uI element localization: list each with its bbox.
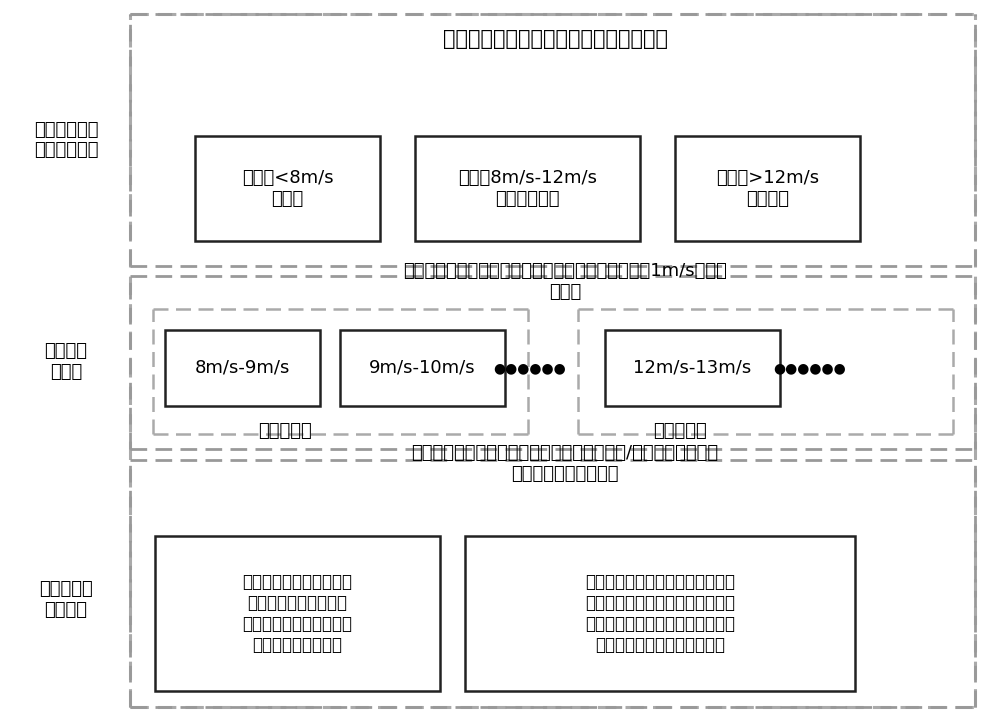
Text: 中风速集群: 中风速集群 — [258, 421, 312, 440]
Bar — [465, 536, 855, 691]
Bar — [605, 330, 780, 406]
Text: 8m/s-9m/s: 8m/s-9m/s — [195, 359, 290, 377]
Text: ●●●●●●: ●●●●●● — [774, 361, 846, 376]
Text: 12m/s-13m/s: 12m/s-13m/s — [633, 359, 752, 377]
Bar — [675, 136, 860, 241]
Text: 风机调频功
率分配层: 风机调频功 率分配层 — [39, 580, 93, 619]
Text: 虚拟惯量控制环节，由于
惯量主要由风机转速提
供，不可控。因此，中风
速下风机全部参与。: 虚拟惯量控制环节，由于 惯量主要由风机转速提 供，不可控。因此，中风 速下风机全… — [242, 574, 352, 653]
Text: 高风速>12m/s
下垂控制: 高风速>12m/s 下垂控制 — [716, 169, 819, 208]
Text: 中风速8m/s-12m/s
虚拟惯量控制: 中风速8m/s-12m/s 虚拟惯量控制 — [458, 169, 597, 208]
Bar — [195, 136, 380, 241]
Bar — [340, 330, 505, 406]
Text: ●●●●●●: ●●●●●● — [494, 361, 566, 376]
Bar — [165, 330, 320, 406]
Text: 低风速<8m/s
不调频: 低风速<8m/s 不调频 — [242, 169, 333, 208]
Text: 集群优化
控制层: 集群优化 控制层 — [44, 342, 88, 381]
Text: 下垂控制环节，风机集群由高风速
到低风速依次参与。集群内部风机
由于风速一致，功率采用平均分配
方法，大大减小控制复杂度。: 下垂控制环节，风机集群由高风速 到低风速依次参与。集群内部风机 由于风速一致，功… — [585, 574, 735, 653]
Text: 对不同风速下集群采用不同调频控制方式: 对不同风速下集群采用不同调频控制方式 — [442, 29, 668, 50]
Bar — [415, 136, 640, 241]
Text: 9m/s-10m/s: 9m/s-10m/s — [369, 359, 476, 377]
Text: 根据风电场调频时空特性，风机集群依次参与/退出调频，避免系
统频率二次跌落问题。: 根据风电场调频时空特性，风机集群依次参与/退出调频，避免系 统频率二次跌落问题。 — [411, 444, 719, 482]
Text: 高风速集群: 高风速集群 — [653, 421, 707, 440]
Bar — [155, 536, 440, 691]
Text: 考虑尾流效应的风机集群，为避免分组太多，风速每1m/s，分为
一组。: 考虑尾流效应的风机集群，为避免分组太多，风速每1m/s，分为 一组。 — [403, 262, 727, 301]
Text: 风电场场站层
协调控制策略: 风电场场站层 协调控制策略 — [34, 121, 98, 159]
